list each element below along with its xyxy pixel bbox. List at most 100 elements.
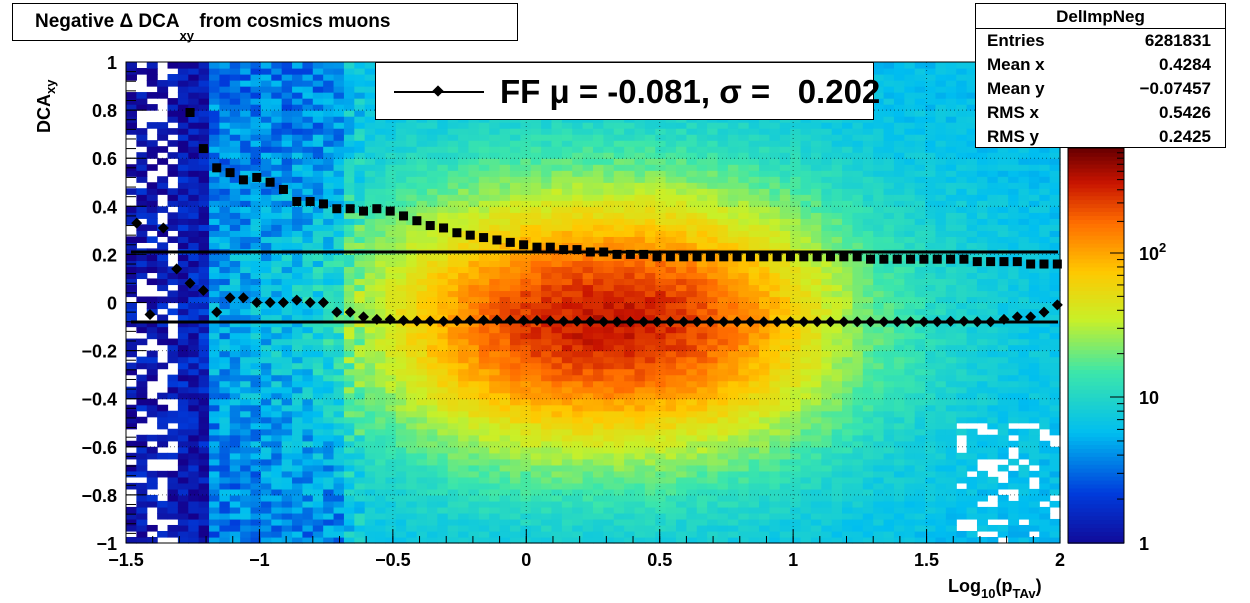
- heatmap-cell: [603, 170, 615, 177]
- heatmap-cell: [302, 428, 314, 436]
- heatmap-cell: [624, 212, 636, 219]
- heatmap-cell: [250, 152, 262, 159]
- heatmap-cell: [541, 380, 553, 388]
- heatmap-cell: [582, 536, 594, 544]
- heatmap-cell: [209, 152, 220, 159]
- heatmap-cell: [209, 122, 220, 129]
- heatmap-cell: [769, 530, 781, 538]
- heatmap-cell: [229, 164, 241, 171]
- heatmap-cell: [292, 518, 304, 526]
- heatmap-cell: [509, 308, 521, 316]
- heatmap-cell: [509, 134, 521, 141]
- heatmap-cell: [447, 302, 459, 310]
- heatmap-cell: [188, 122, 200, 129]
- heatmap-cell: [260, 350, 272, 358]
- heatmap-cell: [364, 326, 376, 334]
- heatmap-cell: [644, 260, 656, 268]
- heatmap-cell: [219, 224, 231, 231]
- heatmap-cell: [603, 140, 615, 147]
- heatmap-cell: [126, 368, 137, 376]
- heatmap-cell: [717, 362, 729, 370]
- heatmap-cell: [385, 380, 397, 388]
- heatmap-cell: [561, 290, 573, 298]
- heatmap-cell: [364, 398, 376, 406]
- heatmap-cell: [209, 404, 220, 412]
- heatmap-cell: [157, 404, 169, 412]
- heatmap-cell: [292, 476, 304, 484]
- heatmap-cell: [499, 452, 511, 460]
- heatmap-cell: [177, 230, 189, 237]
- heatmap-cell: [665, 326, 677, 334]
- heatmap-cell: [209, 392, 220, 400]
- heatmap-cell: [364, 434, 376, 442]
- heatmap-cell: [375, 320, 387, 328]
- heatmap-cell: [696, 158, 708, 165]
- heatmap-cell: [437, 284, 449, 292]
- heatmap-cell: [146, 296, 158, 304]
- heatmap-cell: [748, 464, 760, 472]
- heatmap-cell: [406, 230, 418, 237]
- heatmap-cell: [561, 374, 573, 382]
- heatmap-cell: [447, 374, 459, 382]
- heatmap-cell: [281, 116, 293, 123]
- heatmap-cell: [489, 452, 501, 460]
- heatmap-cell: [364, 458, 376, 466]
- heatmap-cell: [759, 386, 771, 394]
- heatmap-cell: [707, 434, 719, 442]
- heatmap-cell: [447, 134, 459, 141]
- heatmap-cell: [624, 326, 636, 334]
- heatmap-cell: [354, 296, 366, 304]
- heatmap-cell: [499, 512, 511, 520]
- heatmap-cell: [509, 500, 521, 508]
- heatmap-cell: [146, 104, 158, 111]
- heatmap-cell: [593, 428, 604, 436]
- heatmap-cell: [136, 134, 148, 141]
- heatmap-cell: [292, 182, 304, 189]
- heatmap-cell: [707, 500, 719, 508]
- heatmap-cell: [426, 392, 438, 400]
- heatmap-cell: [198, 278, 210, 286]
- heatmap-cell: [188, 170, 200, 177]
- heatmap-cell: [447, 350, 459, 358]
- heatmap-cell: [219, 386, 231, 394]
- heatmap-cell: [395, 182, 407, 189]
- heatmap-cell: [292, 176, 304, 183]
- heatmap-cell: [759, 434, 771, 442]
- heatmap-cell: [561, 356, 573, 364]
- heatmap-cell: [354, 362, 366, 370]
- heatmap-cell: [323, 506, 335, 514]
- heatmap-cell: [177, 500, 189, 508]
- heatmap-cell: [520, 302, 532, 310]
- heatmap-cell: [769, 350, 781, 358]
- heatmap-cell: [126, 524, 137, 532]
- heatmap-cell: [509, 398, 521, 406]
- heatmap-cell: [458, 344, 470, 352]
- heatmap-cell: [167, 488, 179, 496]
- heatmap-cell: [458, 230, 470, 237]
- heatmap-cell: [655, 530, 667, 538]
- heatmap-cell: [748, 182, 760, 189]
- heatmap-cell: [323, 524, 335, 532]
- heatmap-cell: [260, 344, 272, 352]
- heatmap-cell: [229, 146, 241, 153]
- heatmap-cell: [717, 134, 729, 141]
- heatmap-cell: [343, 428, 355, 436]
- heatmap-cell: [333, 68, 345, 75]
- heatmap-cell: [593, 410, 604, 418]
- heatmap-cell: [333, 332, 345, 340]
- heatmap-cell: [323, 440, 335, 448]
- heatmap-cell: [177, 308, 189, 316]
- heatmap-cell: [634, 290, 646, 298]
- heatmap-cell: [582, 434, 594, 442]
- heatmap-cell: [333, 500, 345, 508]
- heatmap-cell: [738, 512, 750, 520]
- heatmap-cell: [292, 416, 304, 424]
- heatmap-cell: [644, 128, 656, 135]
- heatmap-cell: [343, 158, 355, 165]
- heatmap-cell: [426, 206, 438, 213]
- heatmap-cell: [551, 326, 563, 334]
- heatmap-cell: [748, 128, 760, 135]
- heatmap-cell: [727, 440, 739, 448]
- heatmap-cell: [707, 368, 719, 376]
- heatmap-cell: [790, 488, 802, 496]
